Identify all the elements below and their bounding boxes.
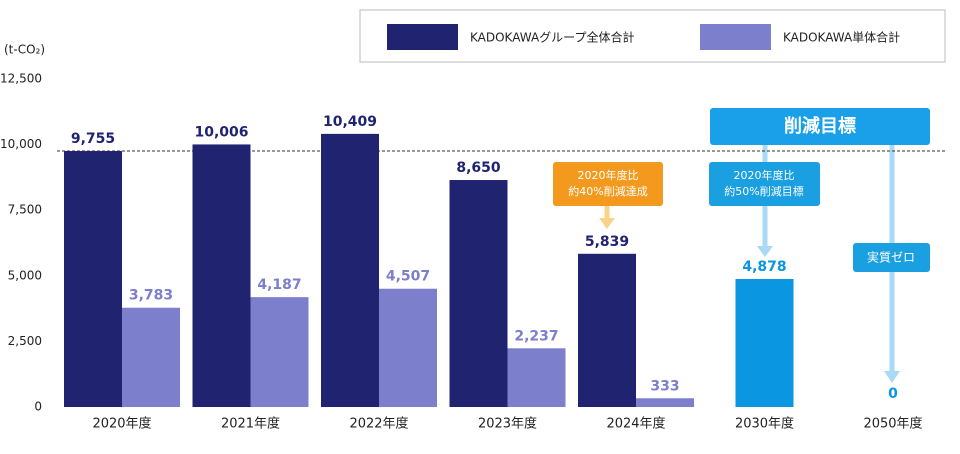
bar <box>64 151 122 407</box>
y-tick-label: 5,000 <box>8 268 42 282</box>
x-tick-label: 2020年度 <box>92 416 151 432</box>
value-label: 8,650 <box>456 160 501 176</box>
target-banner: 削減目標 <box>784 115 856 137</box>
legend-swatch <box>700 24 771 50</box>
y-tick-label: 10,000 <box>0 137 42 151</box>
legend-label: KADOKAWA単体合計 <box>783 30 900 45</box>
value-label: 2,237 <box>514 328 558 344</box>
value-label: 3,783 <box>129 288 173 304</box>
value-label: 0 <box>888 386 898 402</box>
bar <box>122 307 180 407</box>
x-tick-label: 2030年度 <box>735 416 794 432</box>
value-label: 10,006 <box>194 124 248 140</box>
bar <box>321 133 379 407</box>
target-2050-text: 実質ゼロ <box>867 250 915 265</box>
achieved-text: 2020年度比 <box>578 168 639 182</box>
y-tick-label: 7,500 <box>8 203 42 217</box>
bar <box>735 279 794 407</box>
target-2030-text: 2020年度比 <box>734 168 795 182</box>
value-label: 4,507 <box>386 269 430 285</box>
bar <box>250 297 309 407</box>
bar <box>192 144 251 407</box>
bar <box>578 253 636 407</box>
target-banner-box <box>710 108 930 145</box>
y-tick-label: 2,500 <box>8 334 42 348</box>
value-label: 333 <box>650 378 679 394</box>
legend-swatch <box>387 24 458 50</box>
bar <box>449 180 508 407</box>
achieved-text: 約40%削減達成 <box>568 184 647 198</box>
bar <box>636 398 694 407</box>
target-2030-text: 約50%削減目標 <box>724 184 803 198</box>
target-2050-box <box>853 243 930 272</box>
x-tick-label: 2050年度 <box>863 416 922 432</box>
value-label: 10,409 <box>323 114 377 130</box>
value-label: 5,839 <box>585 234 629 250</box>
x-tick-label: 2023年度 <box>478 416 537 432</box>
arrows <box>599 145 900 383</box>
x-tick-label: 2022年度 <box>349 416 408 432</box>
bar <box>379 288 437 407</box>
y-unit-label: (t-CO₂) <box>4 43 45 57</box>
target-2030-box <box>709 162 820 206</box>
x-tick-label: 2024年度 <box>606 416 665 432</box>
legend-label: KADOKAWAグループ全体合計 <box>470 30 634 45</box>
value-label: 9,755 <box>71 131 115 147</box>
achieved-box <box>553 162 663 206</box>
y-tick-label: 12,500 <box>0 72 42 86</box>
y-tick-label: 0 <box>34 400 42 414</box>
x-tick-label: 2021年度 <box>221 416 280 432</box>
value-label: 4,878 <box>742 259 786 275</box>
value-label: 4,187 <box>257 277 301 293</box>
bar <box>507 348 566 407</box>
